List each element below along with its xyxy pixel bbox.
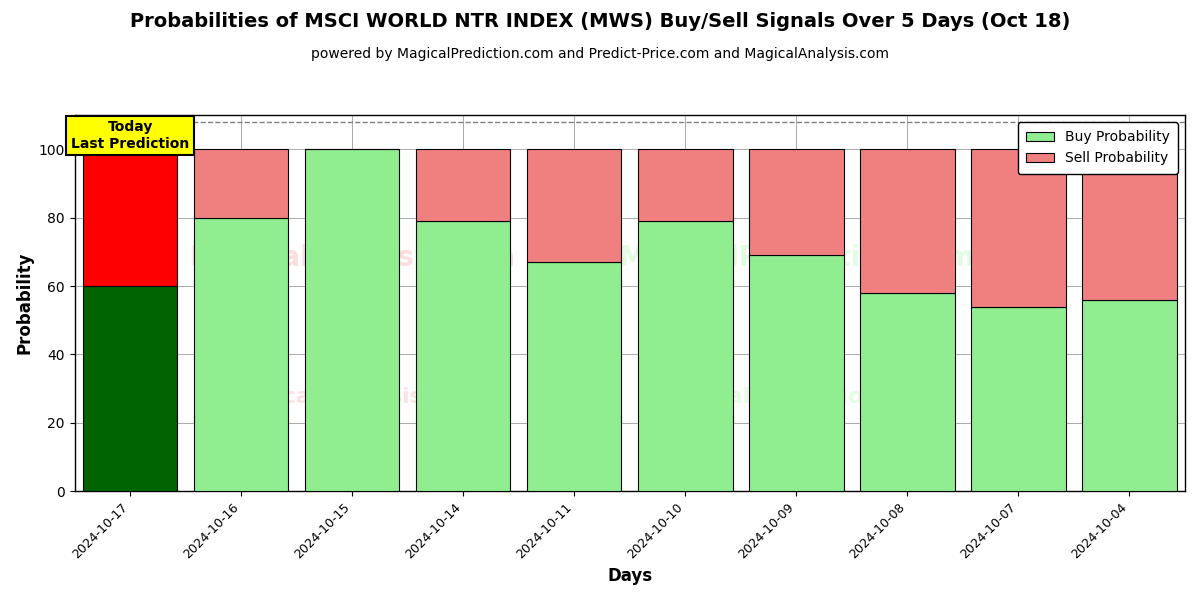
Bar <box>527 149 622 262</box>
Bar <box>638 221 732 491</box>
Text: MagicalAnalysis.com: MagicalAnalysis.com <box>222 387 482 407</box>
X-axis label: Days: Days <box>607 567 653 585</box>
Bar <box>1082 300 1177 491</box>
Bar <box>860 293 955 491</box>
Bar <box>749 149 844 255</box>
Text: Probabilities of MSCI WORLD NTR INDEX (MWS) Buy/Sell Signals Over 5 Days (Oct 18: Probabilities of MSCI WORLD NTR INDEX (M… <box>130 12 1070 31</box>
Bar <box>1082 149 1177 300</box>
Bar <box>860 149 955 293</box>
Bar <box>416 221 510 491</box>
Bar <box>527 262 622 491</box>
Bar <box>305 149 400 491</box>
Bar <box>83 286 178 491</box>
Bar <box>638 149 732 221</box>
Bar <box>971 307 1066 491</box>
Bar <box>83 149 178 286</box>
Text: MagicalPrediction.com: MagicalPrediction.com <box>618 244 974 272</box>
Bar <box>194 149 288 218</box>
Legend: Buy Probability, Sell Probability: Buy Probability, Sell Probability <box>1018 122 1178 173</box>
Text: MagicalPrediction.com: MagicalPrediction.com <box>654 387 940 407</box>
Text: Today
Last Prediction: Today Last Prediction <box>71 121 190 151</box>
Bar <box>749 255 844 491</box>
Bar <box>194 218 288 491</box>
Y-axis label: Probability: Probability <box>16 252 34 355</box>
Bar <box>416 149 510 221</box>
Text: powered by MagicalPrediction.com and Predict-Price.com and MagicalAnalysis.com: powered by MagicalPrediction.com and Pre… <box>311 47 889 61</box>
Text: MagicalAnalysis.com: MagicalAnalysis.com <box>190 244 515 272</box>
Bar <box>971 149 1066 307</box>
